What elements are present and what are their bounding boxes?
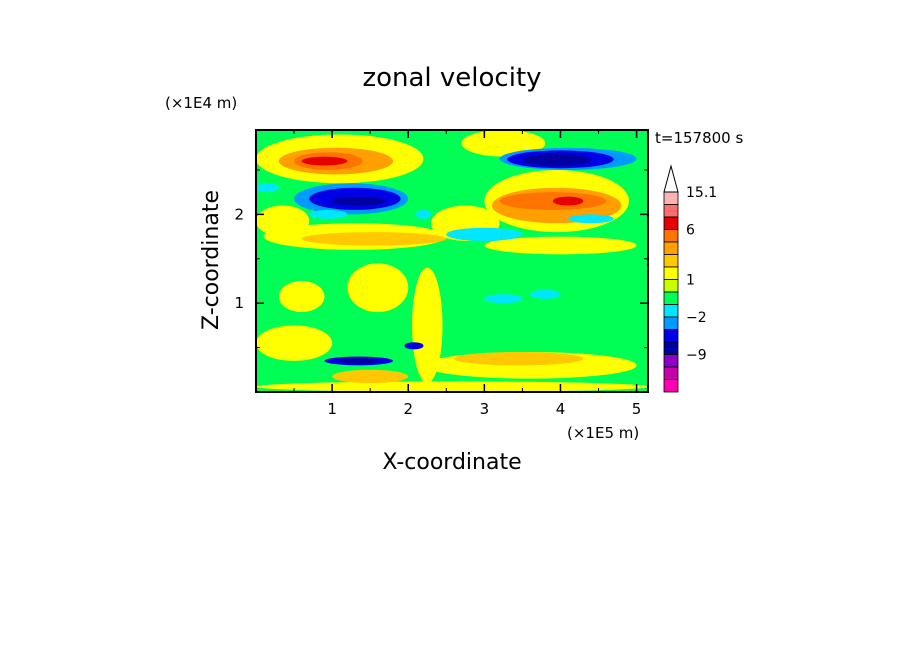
colorbar-band <box>663 266 679 280</box>
velocity-region-32 <box>568 214 614 224</box>
y-tick-label: 2 <box>234 205 244 223</box>
x-tick-label: 1 <box>327 400 337 418</box>
velocity-region-27 <box>415 209 432 219</box>
velocity-region-30 <box>522 153 591 166</box>
x-unit-label: (×1E5 m) <box>567 424 639 442</box>
chart-title: zonal velocity <box>362 63 541 93</box>
velocity-region-34 <box>530 289 561 299</box>
colorbar-band <box>663 254 679 268</box>
colorbar-band <box>663 279 679 293</box>
colorbar-band <box>663 316 679 330</box>
x-tick-label: 2 <box>403 400 413 418</box>
plot-frame <box>255 129 649 393</box>
colorbar-band <box>663 291 679 305</box>
colorbar-label: −2 <box>686 310 707 326</box>
colorbar-band <box>663 241 679 255</box>
velocity-region-11 <box>256 205 310 237</box>
velocity-region-3 <box>347 263 409 313</box>
velocity-field <box>256 130 648 392</box>
velocity-region-20 <box>499 192 607 210</box>
velocity-region-25 <box>332 196 386 206</box>
velocity-region-0 <box>256 381 648 392</box>
colorbar-band <box>663 204 679 218</box>
x-tick-label: 5 <box>632 400 642 418</box>
velocity-region-7 <box>453 352 584 366</box>
colorbar-band <box>663 341 679 355</box>
velocity-region-16 <box>301 156 348 166</box>
velocity-region-10 <box>484 236 637 255</box>
colorbar-label: 1 <box>686 273 695 289</box>
velocity-region-4 <box>412 267 443 384</box>
velocity-region-26 <box>309 209 348 219</box>
colorbar-label: 15.1 <box>686 185 717 201</box>
velocity-region-37 <box>404 342 424 350</box>
time-label: t=157800 s <box>655 129 743 147</box>
velocity-region-17 <box>461 130 546 157</box>
colorbar-label: 6 <box>686 223 695 239</box>
velocity-region-21 <box>552 196 584 206</box>
colorbar-band <box>663 191 679 205</box>
colorbar-band <box>663 304 679 318</box>
x-axis-ticks: 1 2 3 4 5 <box>293 130 642 418</box>
colorbar-band <box>663 329 679 343</box>
velocity-region-33 <box>484 294 523 304</box>
colorbar-band <box>663 366 679 380</box>
colorbar-band <box>663 216 679 230</box>
x-axis-label: X-coordinate <box>382 450 521 475</box>
colorbar: 15.1 6 1 −2 −9 <box>663 164 717 393</box>
y-axis-label: Z-coordinate <box>199 190 224 330</box>
velocity-region-22 <box>256 183 279 193</box>
colorbar-band <box>663 229 679 243</box>
velocity-region-31 <box>446 227 523 242</box>
x-tick-label: 4 <box>556 400 566 418</box>
velocity-region-1 <box>256 325 333 361</box>
velocity-region-2 <box>278 280 325 313</box>
velocity-region-5 <box>332 369 409 384</box>
velocity-region-9 <box>301 232 447 246</box>
y-unit-label: (×1E4 m) <box>165 94 237 112</box>
x-tick-label: 3 <box>480 400 490 418</box>
colorbar-band <box>663 354 679 368</box>
y-tick-label: 1 <box>234 294 244 312</box>
colorbar-top-arrow <box>663 164 679 193</box>
y-axis-ticks: 12 <box>234 169 648 349</box>
colorbar-label: −9 <box>686 348 707 364</box>
velocity-region-36 <box>339 358 378 364</box>
colorbar-band <box>663 379 679 393</box>
